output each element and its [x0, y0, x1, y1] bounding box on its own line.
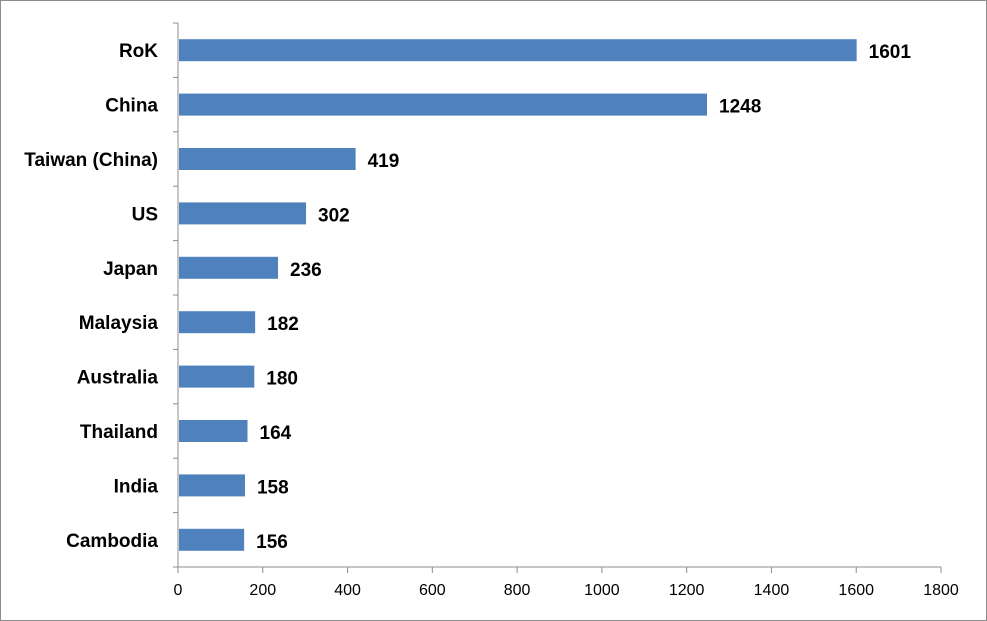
bar-india [179, 474, 245, 497]
bar-taiwan-china [179, 148, 356, 170]
category-label: RoK [119, 41, 158, 62]
data-label: 1601 [869, 42, 912, 63]
x-tick-label: 400 [334, 582, 361, 599]
x-tick-label: 1600 [838, 582, 874, 599]
x-tick-label: 600 [419, 582, 446, 599]
axes [173, 22, 942, 573]
data-label: 236 [290, 260, 322, 281]
bar-rok [179, 39, 857, 62]
x-tick-label: 800 [504, 582, 531, 599]
bar-china [179, 93, 708, 116]
category-label: Taiwan (China) [24, 150, 158, 171]
data-label: 1248 [719, 97, 761, 118]
category-label: India [114, 476, 159, 497]
bar-japan [179, 256, 279, 279]
x-tick-label: 1400 [754, 582, 790, 599]
bar-australia [179, 365, 255, 388]
x-tick-label: 1200 [669, 582, 705, 599]
category-label: US [132, 204, 158, 225]
bars [179, 39, 857, 551]
data-label: 180 [266, 369, 298, 390]
category-label: Japan [103, 259, 158, 280]
bar-cambodia [179, 528, 245, 551]
x-tick-label: 0 [174, 582, 183, 599]
data-label: 182 [267, 314, 299, 335]
category-label: Thailand [80, 422, 158, 443]
data-label: 302 [318, 205, 350, 226]
category-label: Malaysia [79, 313, 159, 334]
bar-malaysia [179, 311, 256, 334]
data-label: 164 [260, 423, 292, 444]
category-label: Cambodia [66, 531, 158, 552]
bar-thailand [179, 420, 248, 442]
x-tick-label: 200 [249, 582, 276, 599]
x-tick-label: 1800 [923, 582, 959, 599]
bar-us [179, 202, 307, 225]
category-label: China [105, 96, 158, 117]
data-label: 158 [257, 477, 289, 498]
data-label: 156 [256, 532, 288, 553]
category-label: Australia [77, 368, 159, 389]
x-tick-label: 1000 [584, 582, 620, 599]
data-label: 419 [368, 151, 400, 172]
labels: 0 200 400 600 800 1000 1200 1400 1600 1800 RoK 1601… [24, 41, 959, 599]
